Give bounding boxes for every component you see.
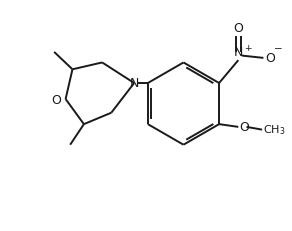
- Text: N: N: [129, 76, 139, 89]
- Text: O: O: [233, 22, 243, 35]
- Text: O: O: [51, 93, 61, 106]
- Text: +: +: [244, 44, 251, 53]
- Text: O: O: [240, 121, 250, 134]
- Text: −: −: [274, 44, 282, 54]
- Text: O: O: [265, 52, 275, 65]
- Text: CH$_3$: CH$_3$: [263, 123, 286, 137]
- Text: N: N: [234, 46, 243, 59]
